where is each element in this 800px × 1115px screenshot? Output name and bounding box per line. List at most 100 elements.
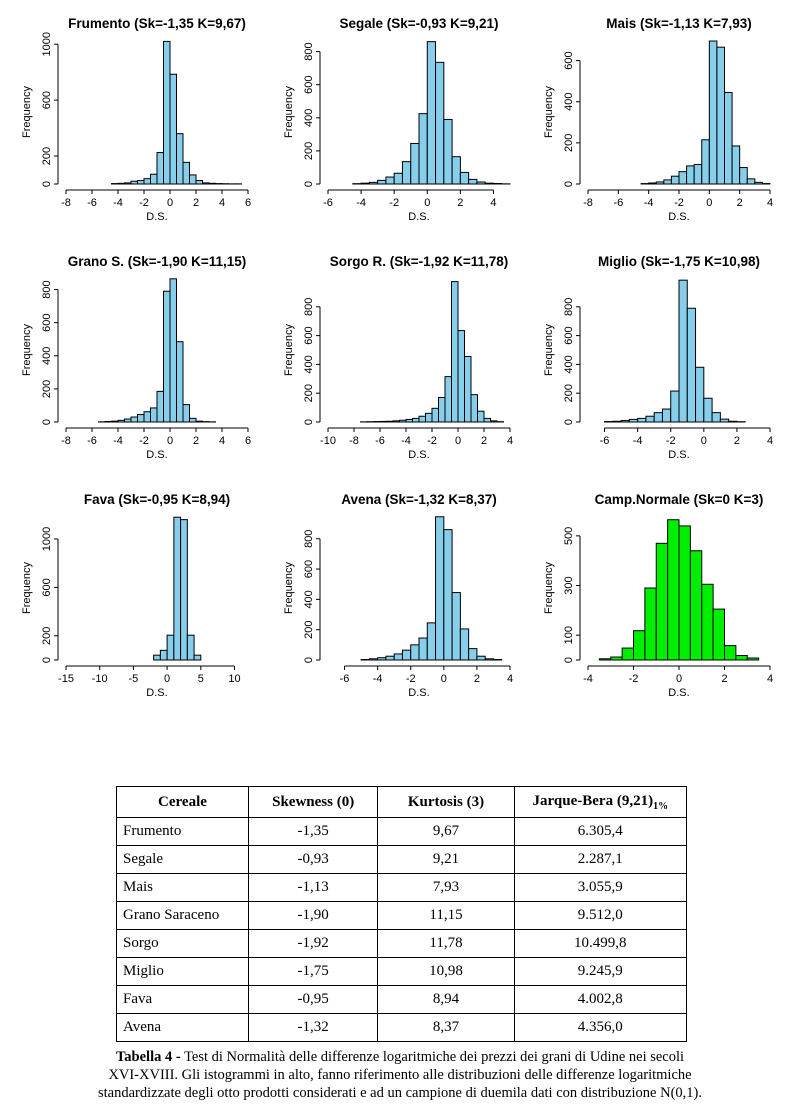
y-tick-label: 800 [303, 298, 315, 316]
histogram-bar [186, 634, 195, 661]
cell-kurtosis: 9,21 [377, 845, 515, 874]
histogram-0: Frumento (Sk=-1,35 K=9,67) -8 -6 -4 -2 0 2 4 6 D.… [21, 16, 251, 223]
histogram-bar [731, 145, 741, 185]
histogram-bar [393, 653, 403, 661]
histogram-bar [484, 182, 494, 185]
histogram-bar [637, 417, 647, 423]
y-tick-label: 600 [303, 76, 315, 94]
histogram-bar [746, 657, 760, 661]
x-tick-label: 4 [507, 673, 513, 685]
x-tick-label: -10 [92, 673, 108, 685]
histogram-bar [678, 171, 688, 185]
cell-cereale: Avena [116, 1013, 249, 1042]
table-body: Frumento -1,35 9,67 6.305,4 Segale -0,93 9,21 2… [116, 817, 688, 1042]
histogram-bar [150, 407, 158, 423]
y-axis-label: Frequency [21, 562, 33, 614]
x-tick-label: -4 [633, 435, 643, 447]
histogram-bar [628, 418, 639, 423]
y-axis-label: Frequency [543, 324, 555, 376]
y-tick-label: 0 [41, 419, 53, 425]
x-tick-label: 2 [474, 673, 480, 685]
x-tick-label: -6 [375, 435, 385, 447]
histogram-bar [451, 156, 461, 185]
histogram-bar [490, 420, 498, 423]
normality-table-container: Cereale Skewness (0) Kurtosis (3) Jarque… [116, 786, 688, 1042]
cell-jarque-bera: 4.356,0 [513, 1013, 688, 1042]
histogram-bar [648, 182, 657, 185]
histogram-bar [137, 414, 145, 423]
table-header-row: Cereale Skewness (0) Kurtosis (3) Jarque… [116, 786, 688, 818]
histogram-title: Avena (Sk=-1,32 K=8,37) [341, 492, 497, 507]
caption-line-1: Test di Normalità delle differenze logar… [184, 1049, 685, 1065]
x-axis-label: D.S. [408, 687, 429, 699]
y-tick-label: 0 [41, 181, 53, 187]
histogram-bar [477, 410, 485, 423]
histogram-bar [379, 420, 387, 423]
histogram-2: Mais (Sk=-1,13 K=7,93) -8 -6 -4 -2 0 2 4 D.S. 0 20… [543, 16, 773, 223]
y-tick-label: 200 [563, 384, 575, 402]
y-tick-label: 400 [303, 355, 315, 373]
y-tick-label: 200 [41, 147, 53, 165]
y-tick-label: 400 [41, 347, 53, 365]
y-tick-label: 200 [41, 380, 53, 398]
x-tick-label: -4 [644, 197, 654, 209]
cell-cereale: Sorgo [116, 929, 249, 958]
x-tick-label: 6 [245, 435, 251, 447]
histogram-bar [620, 420, 630, 423]
histogram-bar [438, 397, 446, 423]
histogram-bar [703, 397, 713, 423]
histogram-bar [444, 376, 452, 423]
y-tick-label: 300 [563, 576, 575, 594]
x-tick-label: -15 [58, 673, 74, 685]
table-row: Avena -1,32 8,37 4.356,0 [116, 1013, 688, 1042]
histogram-bar [377, 179, 387, 185]
histogram-bar [735, 655, 748, 661]
x-tick-label: -2 [139, 435, 149, 447]
x-tick-label: -2 [674, 197, 684, 209]
y-tick-label: 600 [41, 91, 53, 109]
histogram-bar [176, 341, 184, 423]
histogram-bar [189, 174, 197, 185]
histogram-bar [468, 178, 478, 185]
y-tick-label: 800 [303, 42, 315, 60]
x-tick-label: 2 [481, 435, 487, 447]
histogram-bar [124, 418, 132, 423]
histogram-title: Segale (Sk=-0,93 K=9,21) [339, 16, 498, 31]
x-tick-label: -4 [113, 435, 123, 447]
y-tick-label: 200 [303, 142, 315, 160]
x-tick-label: 4 [490, 197, 496, 209]
histogram-bar [695, 366, 705, 423]
x-tick-label: 2 [737, 197, 743, 209]
cell-kurtosis: 8,37 [377, 1013, 515, 1042]
cell-jarque-bera: 4.002,8 [513, 985, 688, 1014]
cell-jarque-bera: 6.305,4 [513, 817, 688, 846]
histogram-title: Mais (Sk=-1,13 K=7,93) [606, 16, 752, 31]
y-tick-label: 600 [41, 578, 53, 596]
x-tick-label: -6 [323, 197, 333, 209]
histogram-title: Miglio (Sk=-1,75 K=10,98) [598, 254, 760, 269]
y-tick-label: 1000 [41, 527, 53, 551]
histogram-bar [176, 133, 184, 185]
y-tick-label: 200 [303, 621, 315, 639]
histogram-bar [689, 550, 703, 661]
histogram-bar [678, 525, 691, 661]
y-tick-label: 400 [563, 93, 575, 111]
x-tick-label: -8 [61, 435, 71, 447]
y-tick-label: 800 [303, 530, 315, 548]
histogram-4: Sorgo R. (Sk=-1,92 K=11,78) -10 -8 -6 -4 -2 0 2… [283, 254, 513, 461]
y-tick-label: 600 [303, 560, 315, 578]
histogram-bar [189, 417, 197, 423]
y-axis-label: Frequency [21, 86, 33, 138]
histogram-bar [195, 420, 203, 423]
x-axis-label: D.S. [668, 211, 689, 223]
y-tick-label: 800 [563, 298, 575, 316]
cell-jarque-bera: 10.499,8 [513, 929, 688, 958]
histogram-bar [117, 419, 125, 423]
histogram-7: Avena (Sk=-1,32 K=8,37) -6 -4 -2 0 2 4 D.S. 0 200… [283, 492, 513, 699]
x-tick-label: 2 [734, 435, 740, 447]
histogram-bar [143, 178, 151, 185]
histogram-bar [746, 178, 756, 185]
y-tick-label: 500 [563, 527, 575, 545]
histogram-bar [401, 161, 412, 185]
histogram-3: Grano S. (Sk=-1,90 K=11,15) -8 -6 -4 -2 0 2 4 6 D… [21, 254, 251, 461]
